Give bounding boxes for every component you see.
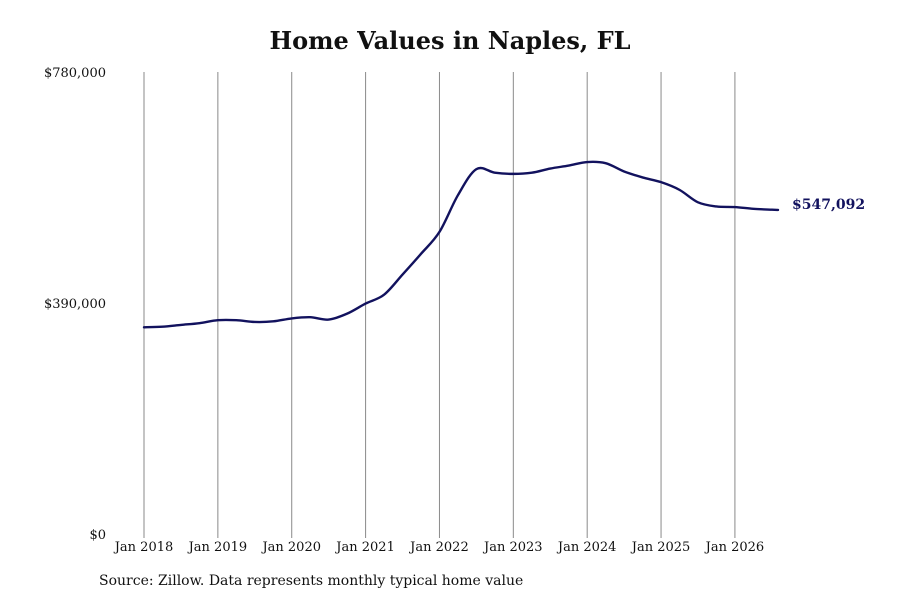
end-value-label: $547,092 [792, 197, 865, 213]
series-line [142, 160, 780, 329]
x-tick-label: Jan 2019 [187, 540, 248, 555]
x-tick-label: Jan 2020 [260, 540, 321, 555]
x-tick-label: Jan 2023 [482, 540, 543, 555]
x-tick-label: Jan 2018 [113, 540, 174, 555]
chart-title: Home Values in Naples, FL [269, 26, 631, 55]
x-tick-label: Jan 2021 [334, 540, 395, 555]
x-tick-label: Jan 2025 [630, 540, 691, 555]
y-tick-label: $0 [89, 528, 106, 543]
x-tick-label: Jan 2026 [704, 540, 765, 555]
x-tick-label: Jan 2024 [556, 540, 617, 555]
source-note: Source: Zillow. Data represents monthly … [99, 573, 524, 589]
y-tick-label: $390,000 [44, 297, 106, 312]
x-tick-label: Jan 2022 [408, 540, 469, 555]
y-tick-label: $780,000 [44, 66, 106, 81]
